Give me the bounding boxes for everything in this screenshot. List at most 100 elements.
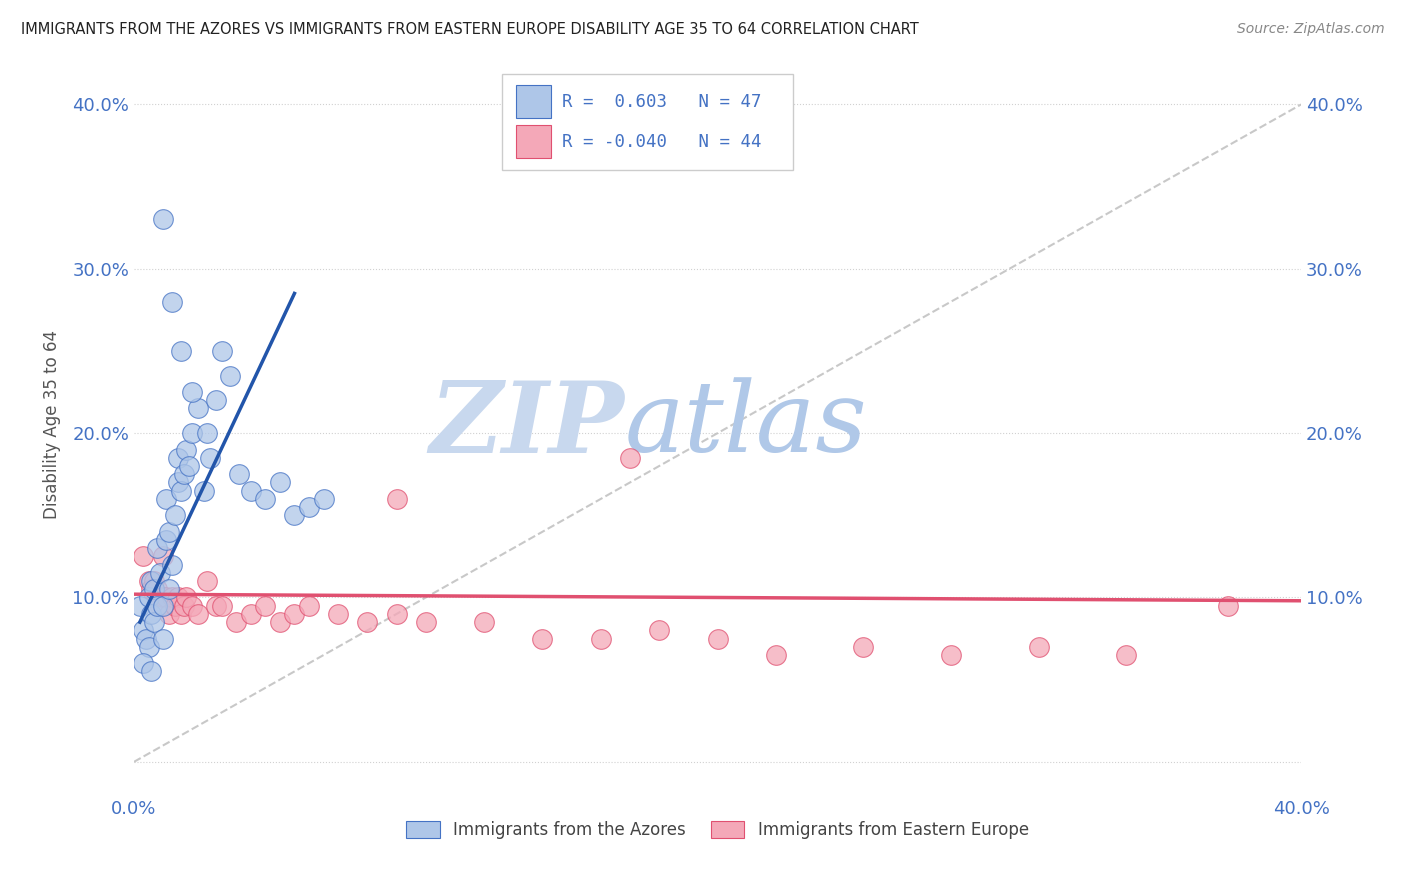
Point [239,607,262,621]
Point [152,599,174,613]
Point [239,483,262,498]
Point [141,574,163,588]
Point [176,591,198,605]
Point [169,343,191,358]
Legend: Immigrants from the Azores, Immigrants from Eastern Europe: Immigrants from the Azores, Immigrants f… [399,814,1035,846]
Point [143,582,166,597]
Point [141,665,163,679]
Point [312,491,335,506]
Point [163,599,186,613]
Point [219,368,242,383]
Point [173,599,195,613]
Point [149,599,172,613]
Point [179,458,201,473]
Point [472,615,495,629]
Point [166,475,188,490]
Point [157,607,180,621]
Point [211,343,233,358]
Point [166,450,188,465]
Bar [516,126,551,158]
Point [155,533,177,547]
Point [283,607,305,621]
Point [254,599,277,613]
Point [211,599,233,613]
Point [157,524,180,539]
Text: atlas: atlas [624,377,868,473]
Point [152,632,174,646]
Point [648,624,671,638]
Point [181,385,204,400]
Point [531,632,554,646]
Point [225,615,247,629]
Y-axis label: Disability Age 35 to 64: Disability Age 35 to 64 [44,330,60,519]
Text: IMMIGRANTS FROM THE AZORES VS IMMIGRANTS FROM EASTERN EUROPE DISABILITY AGE 35 T: IMMIGRANTS FROM THE AZORES VS IMMIGRANTS… [21,22,920,37]
Point [204,393,226,408]
Point [187,607,209,621]
Point [852,640,875,654]
Point [138,640,160,654]
Point [1218,599,1240,613]
Bar [516,86,551,118]
Point [146,582,169,597]
Point [141,582,163,597]
Text: R = -0.040   N = 44: R = -0.040 N = 44 [562,133,762,151]
Point [283,508,305,523]
Point [132,549,155,564]
Point [298,500,321,514]
Point [385,607,408,621]
Point [135,632,157,646]
Text: R =  0.603   N = 47: R = 0.603 N = 47 [562,93,762,111]
Point [187,401,209,416]
Point [385,491,408,506]
Point [298,599,321,613]
Point [155,491,177,506]
Point [254,491,277,506]
Point [415,615,437,629]
Point [169,607,191,621]
Point [138,574,160,588]
Point [765,648,787,662]
Point [195,574,218,588]
Point [195,426,218,441]
Point [228,467,250,482]
Point [155,591,177,605]
Point [146,541,169,556]
Point [356,615,378,629]
Point [181,599,204,613]
Point [160,558,183,572]
Point [706,632,728,646]
Point [269,475,291,490]
Text: ZIP: ZIP [429,376,624,473]
Point [181,426,204,441]
Point [128,599,150,613]
Point [160,294,183,309]
Point [589,632,612,646]
Text: Source: ZipAtlas.com: Source: ZipAtlas.com [1237,22,1385,37]
FancyBboxPatch shape [502,74,793,169]
Point [1028,640,1050,654]
Point [193,483,215,498]
Point [169,483,191,498]
Point [152,591,174,605]
Point [939,648,962,662]
Point [143,574,166,588]
Point [132,624,155,638]
Point [173,467,195,482]
Point [138,591,160,605]
Point [328,607,350,621]
Point [176,442,198,457]
Point [160,591,183,605]
Point [149,566,172,580]
Point [1115,648,1137,662]
Point [157,582,180,597]
Point [166,591,188,605]
Point [146,599,169,613]
Point [163,508,186,523]
Point [143,615,166,629]
Point [619,450,641,465]
Point [152,549,174,564]
Point [198,450,221,465]
Point [132,657,155,671]
Point [141,607,163,621]
Point [204,599,226,613]
